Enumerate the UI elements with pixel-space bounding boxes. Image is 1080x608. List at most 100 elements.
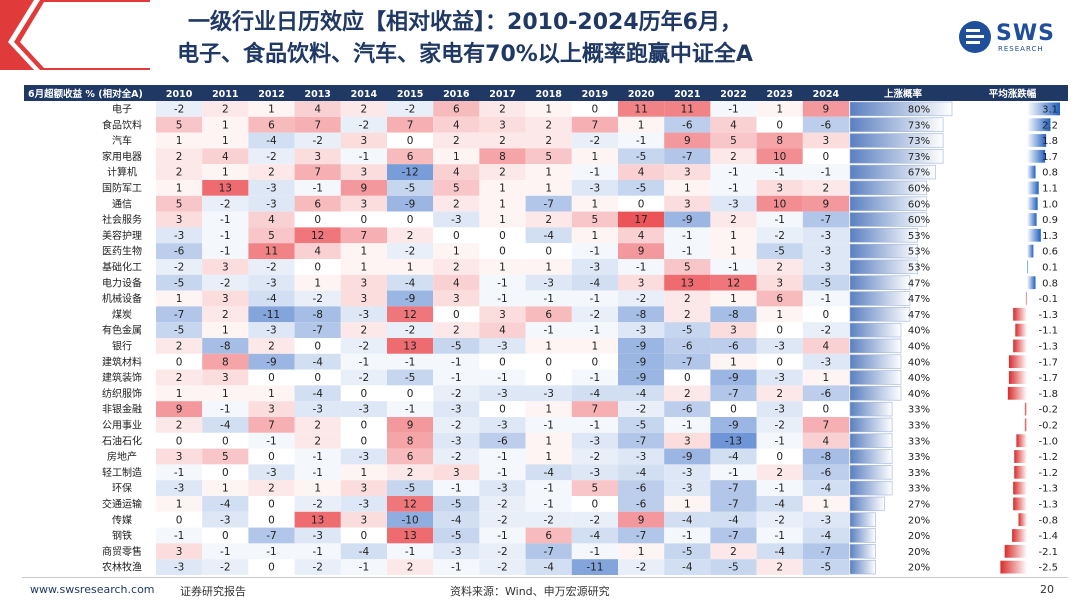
heatmap-cell [387,464,434,481]
heatmap-cell [202,290,249,307]
cell-value: -2 [266,262,276,274]
avg-value: -1.4 [1038,531,1058,542]
cell-value: -1 [497,372,507,384]
cell-value: 1 [545,167,552,179]
cell-value: -5 [636,183,646,195]
year-header: 2011 [212,89,238,100]
heatmap-cell [802,353,849,370]
heatmap-cell [479,259,526,275]
cell-value: 9 [638,514,645,526]
cell-value: -2 [543,514,553,526]
cell-value: 1 [730,246,737,258]
cell-value: 12 [311,230,324,242]
heatmap-cell [710,259,757,275]
cell-value: 3 [684,167,691,179]
cell-value: 0 [499,356,506,368]
cell-value: 9 [823,104,830,116]
heatmap-cell [571,195,618,212]
heatmap-cell [571,148,618,165]
cell-value: 2 [176,372,183,384]
cell-value: -4 [543,562,554,574]
cell-value: -2 [590,451,600,463]
heatmap-cell [248,290,295,307]
cell-value: 3 [314,151,321,163]
heatmap-cell [294,338,341,354]
cell-value: 2 [823,183,830,195]
cell-value: 3 [222,372,229,384]
heatmap-cell [340,527,387,544]
cell-value: -1 [220,246,230,258]
heatmap-cell [340,290,387,307]
heatmap-cell [294,559,341,575]
cell-value: -3 [174,483,184,495]
heatmap-cell [202,101,249,117]
heatmap-cell [525,195,572,212]
cell-value: -2 [359,372,369,384]
avg-bar [1027,197,1038,211]
cell-value: -2 [590,135,600,147]
heatmap-cell [248,432,295,449]
cell-value: -1 [451,562,461,574]
avg-value: -1.0 [1038,436,1058,447]
cell-value: -6 [682,119,693,131]
avg-value: -0.8 [1038,515,1058,526]
cell-value: -1 [774,435,784,447]
cell-value: -1 [543,325,553,337]
cell-value: -4 [774,499,785,511]
heatmap-cell [664,480,711,496]
heatmap-cell [710,448,757,465]
cell-value: -1 [451,372,461,384]
cell-value: -6 [174,246,185,258]
cell-value: 3 [361,483,368,495]
cell-value: -1 [728,167,738,179]
industry-name: 建筑材料 [102,355,142,368]
heatmap-cell [202,322,249,338]
heatmap-cell [756,132,803,149]
prob-value: 53% [908,231,930,242]
heatmap-cell [340,243,387,259]
cell-value: 1 [176,499,183,511]
heatmap-cell [664,496,711,512]
heatmap-cell [710,164,757,180]
heatmap-cell [710,401,757,417]
prob-bar [849,544,876,559]
cell-value: -3 [821,262,831,274]
heatmap-cell [202,132,249,149]
cell-value: 4 [453,167,460,179]
heatmap-cell [294,448,341,465]
heatmap-cell [802,259,849,275]
heatmap-cell [756,116,803,133]
cell-value: -3 [497,483,507,495]
page-title-line1: 一级行业日历效应【相对收益】：2010-2024历年6月， [188,10,742,35]
heatmap-cell [156,559,203,575]
cell-value: -5 [728,562,738,574]
heatmap-cell [202,243,249,259]
cell-value: -2 [405,325,415,337]
cell-value: -2 [774,420,784,432]
cell-value: 5 [545,151,552,163]
industry-name: 国防军工 [102,182,142,195]
cell-value: 0 [176,435,183,447]
heatmap-cell [571,527,618,544]
prob-value: 40% [908,342,930,353]
prob-bar [849,322,902,338]
heatmap-cell [479,274,526,291]
heatmap-cell [571,464,618,481]
cell-value: -3 [636,325,646,337]
cell-value: -5 [405,483,415,495]
cell-value: -1 [451,483,461,495]
cell-value: 6 [407,451,414,463]
cell-value: 4 [268,214,275,226]
cell-value: 1 [776,104,783,116]
cell-value: 0 [407,135,414,147]
cell-value: -5 [821,562,831,574]
cell-value: 0 [176,356,183,368]
cell-value: 4 [638,230,645,242]
footer-url[interactable]: www.swsresearch.com [30,583,155,596]
cell-value: 6 [314,198,321,210]
heatmap-cell [156,385,203,402]
cell-value: 4 [222,151,229,163]
prob-bar [849,307,911,322]
cell-value: -1 [543,483,553,495]
heatmap-cell [525,180,572,196]
